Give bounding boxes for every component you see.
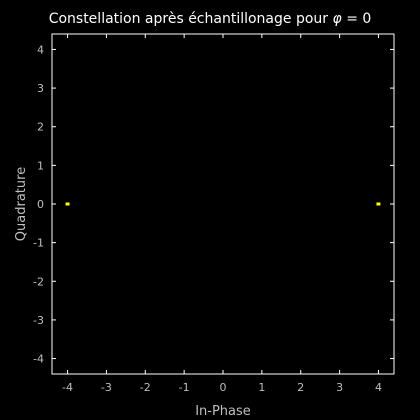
constellation-points: [65, 202, 381, 206]
x-axis-ticks: -4 -3 -2 -1 0 1 2 3 4: [62, 34, 382, 394]
x-tick-label: 0: [220, 381, 227, 394]
y-tick-label: 2: [37, 121, 44, 134]
y-axis-label: Quadrature: [14, 167, 29, 241]
y-tick-label: 1: [37, 159, 44, 172]
x-tick-label: 3: [336, 381, 343, 394]
y-tick-label: -3: [33, 314, 44, 327]
chart-title-symbol: φ: [333, 11, 343, 27]
y-tick-label: -4: [33, 353, 44, 366]
chart-title: Constellation après échantillonage pour …: [49, 11, 372, 27]
y-tick-label: 0: [37, 198, 44, 211]
x-tick-label: -2: [140, 381, 151, 394]
y-tick-label: -1: [33, 237, 44, 250]
y-tick-label: -2: [33, 275, 44, 288]
constellation-point: [376, 202, 381, 206]
plot-area: [51, 33, 395, 375]
y-tick-label: 3: [37, 82, 44, 95]
x-tick-label: -1: [179, 381, 190, 394]
x-tick-label: 1: [258, 381, 265, 394]
x-tick-label: -3: [101, 381, 112, 394]
chart-title-suffix: = 0: [342, 11, 372, 27]
x-tick-label: 2: [297, 381, 304, 394]
chart-title-main: Constellation après échantillonage pour: [49, 11, 333, 27]
constellation-point: [65, 202, 70, 206]
y-axis-ticks: -4 -3 -2 -1 0 1 2 3 4: [33, 43, 394, 366]
x-axis-label: In-Phase: [195, 404, 251, 419]
x-tick-label: 4: [375, 381, 382, 394]
x-tick-label: -4: [62, 381, 73, 394]
y-tick-label: 4: [37, 43, 44, 56]
